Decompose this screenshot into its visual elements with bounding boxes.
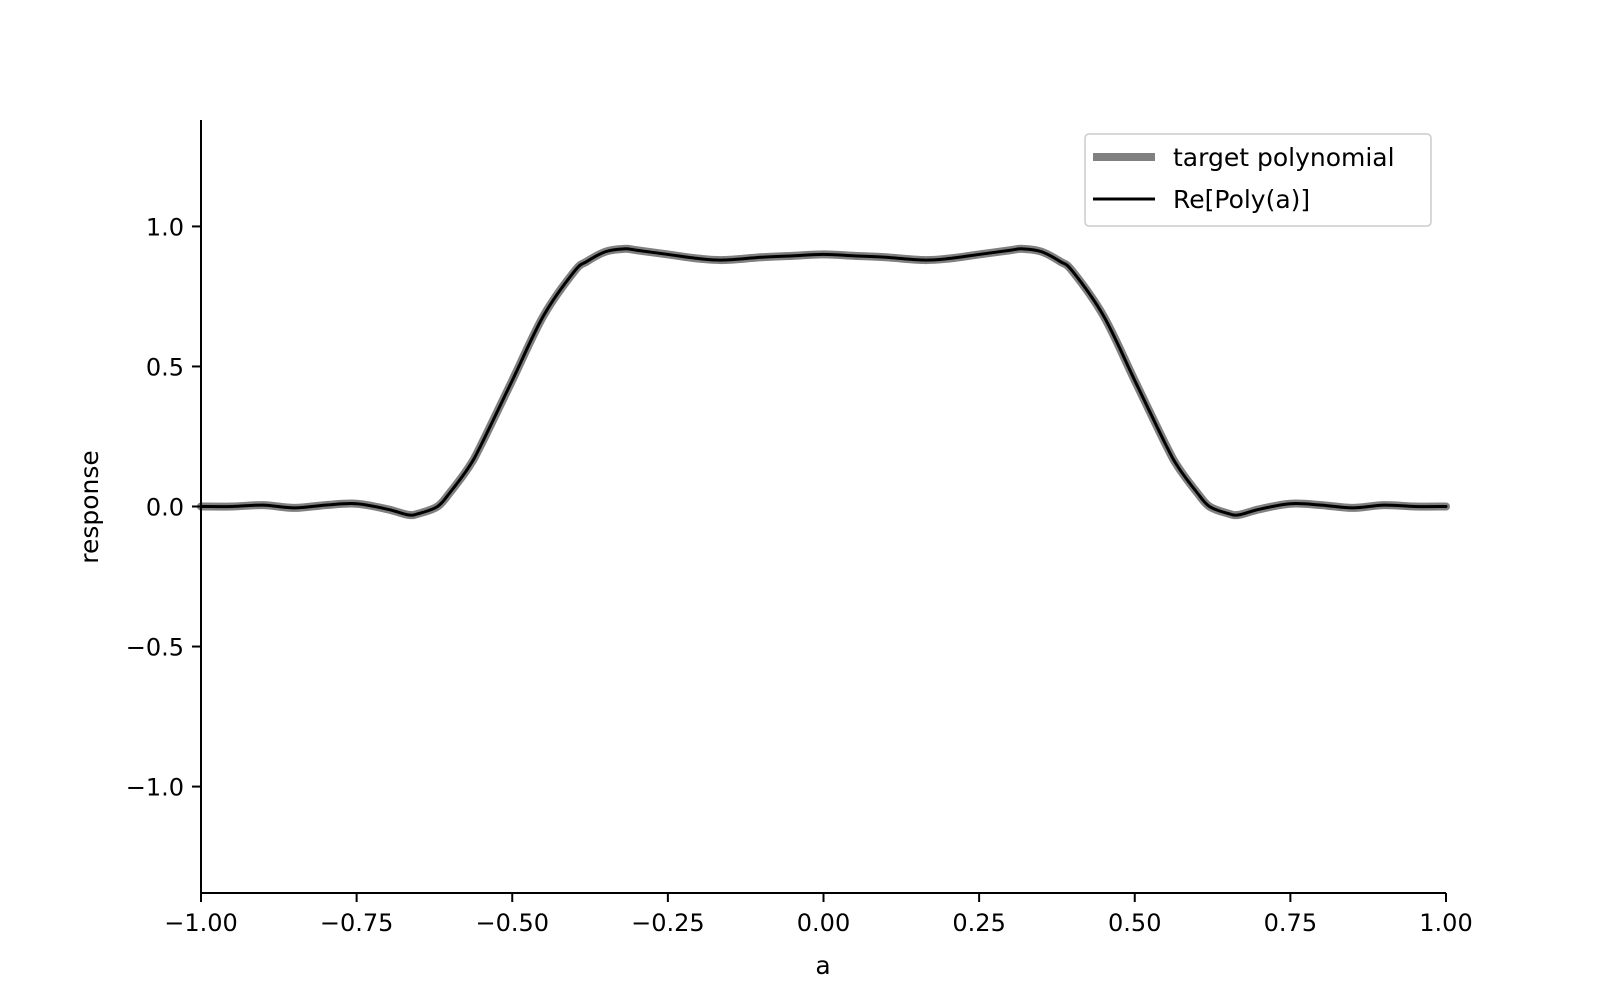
series-layer: [197, 244, 1450, 520]
legend-frame: [1084, 133, 1432, 227]
y-tick-label: −1.0: [126, 774, 184, 802]
x-tick-label: 0.00: [797, 909, 850, 937]
x-tick-label: −1.00: [164, 909, 238, 937]
legend: target polynomial Re[Poly(a)]: [1084, 133, 1432, 227]
x-ticks: −1.00 −0.75 −0.50 −0.25 0.00 0.25 0.50 0.75 1.00: [164, 893, 1473, 937]
x-tick-label: −0.50: [475, 909, 549, 937]
x-axis-label: a: [815, 951, 830, 980]
y-tick-label: −0.5: [126, 634, 184, 662]
y-tick-label: 1.0: [146, 213, 184, 241]
series-line-re-poly-a: [199, 247, 1448, 517]
y-tick-label: 0.5: [146, 353, 184, 381]
x-tick-label: 0.50: [1108, 909, 1161, 937]
series-line-target-polynomial: [197, 244, 1450, 520]
legend-label-re-poly: Re[Poly(a)]: [1173, 185, 1310, 214]
y-ticks: −1.0 −0.5 0.0 0.5 1.0: [126, 213, 201, 802]
legend-label-target-polynomial: target polynomial: [1173, 143, 1395, 172]
y-tick-label: 0.0: [146, 494, 184, 522]
x-tick-label: −0.75: [320, 909, 394, 937]
x-tick-label: −0.25: [631, 909, 705, 937]
x-tick-label: 0.25: [952, 909, 1005, 937]
y-axis-label: response: [75, 450, 104, 564]
x-tick-label: 1.00: [1419, 909, 1472, 937]
x-tick-label: 0.75: [1264, 909, 1317, 937]
